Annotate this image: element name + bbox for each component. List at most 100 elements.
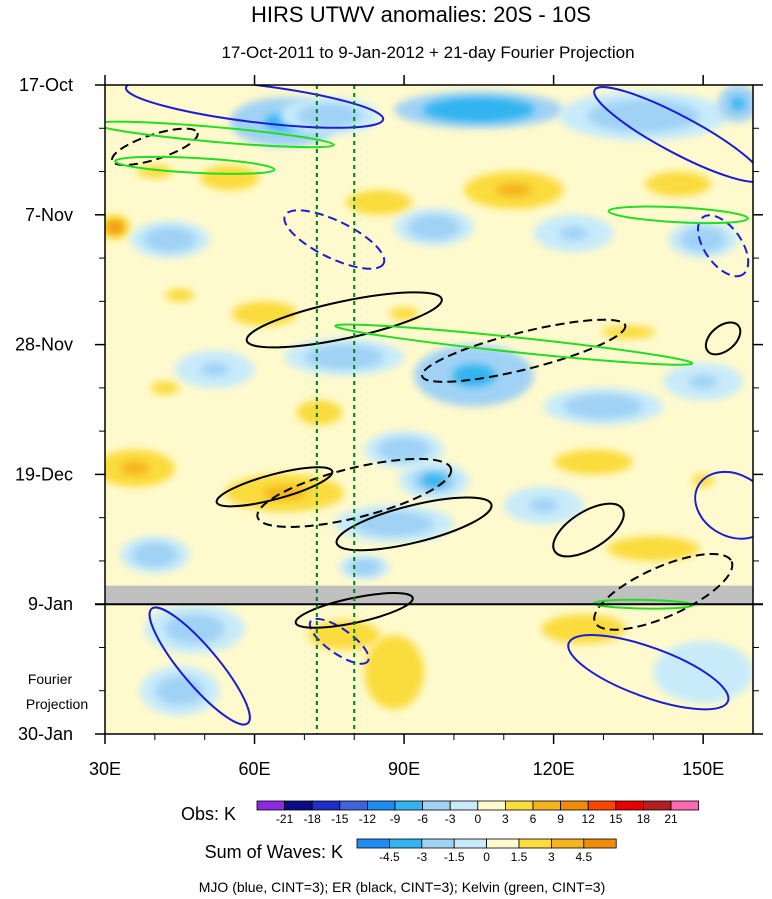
obs-anomaly-blob <box>120 461 150 475</box>
x-tick-label: 120E <box>533 759 575 779</box>
obs-anomaly-blob <box>372 517 416 531</box>
obs-anomaly-blob <box>571 455 616 469</box>
obs-anomaly-blob <box>612 107 674 125</box>
mjo-contour <box>148 606 251 726</box>
waves-colorbar-level-label: -3 <box>416 850 427 864</box>
obs-colorbar-level-label: 6 <box>530 812 537 826</box>
obs-anomaly-blob <box>200 362 230 376</box>
y-tick-label: 28-Nov <box>15 335 73 355</box>
obs-colorbar-level-label: -18 <box>304 812 322 826</box>
projection-blob <box>376 649 413 695</box>
obs-colorbar-level-label: 0 <box>474 812 481 826</box>
kelvin-contour <box>607 205 749 225</box>
x-tick-label: 90E <box>388 759 420 779</box>
obs-colorbar-level-label: -12 <box>359 812 377 826</box>
obs-colorbar-swatch <box>643 800 672 811</box>
obs-anomaly-blob <box>601 325 656 339</box>
obs-anomaly-blob <box>165 288 195 302</box>
obs-anomaly-blob <box>361 195 398 210</box>
obs-anomaly-blob <box>355 562 374 572</box>
obs-colorbar-swatch <box>477 800 506 811</box>
obs-anomaly-blob <box>452 364 496 387</box>
kelvin-contour <box>334 323 694 366</box>
obs-colorbar-swatch <box>311 800 341 811</box>
waves-colorbar-swatch <box>551 838 585 849</box>
x-tick-label: 150E <box>682 759 724 779</box>
waves-colorbar-swatch <box>421 838 455 849</box>
mjo-contour <box>567 634 730 711</box>
obs-anomaly-blob <box>150 381 180 395</box>
waves-colorbar-swatch <box>518 838 552 849</box>
obs-anomaly-blob <box>246 307 283 321</box>
obs-colorbar-swatch <box>256 800 286 811</box>
obs-colorbar-swatch <box>532 800 562 811</box>
er-contour <box>245 291 443 349</box>
er-contour <box>552 502 625 558</box>
mjo-contour <box>283 209 386 270</box>
obs-anomaly-blob <box>142 548 168 562</box>
kelvin-contour <box>105 120 335 149</box>
obs-colorbar-level-label: 15 <box>609 812 623 826</box>
obs-anomaly-blob <box>419 220 449 234</box>
er-contour <box>215 466 334 508</box>
obs-anomaly-blob <box>155 232 185 247</box>
obs-colorbar: -21 -18 -15 -12 -9 -6 -3 0 3 6 9 12 15 18 21 <box>256 800 700 826</box>
y-tick-label: 7-Nov <box>25 205 73 225</box>
obs-colorbar-swatch <box>422 800 451 811</box>
wave-contours <box>105 85 753 726</box>
obs-colorbar-level-label: -15 <box>331 812 349 826</box>
waves-colorbar-swatch <box>486 838 520 849</box>
obs-colorbar-label: Obs: K <box>181 804 236 824</box>
obs-anomaly-blob <box>581 399 625 414</box>
obs-anomaly-blob <box>421 473 447 488</box>
obs-colorbar-level-label: -9 <box>390 812 401 826</box>
x-tick-label: 30E <box>89 759 121 779</box>
waves-colorbar-level-label: 3 <box>548 850 555 864</box>
obs-colorbar-level-label: 3 <box>502 812 509 826</box>
obs-colorbar-level-label: -3 <box>445 812 456 826</box>
chart-title: HIRS UTWV anomalies: 20S - 10S <box>251 2 591 27</box>
plot-frame <box>104 84 754 735</box>
obs-colorbar-swatch <box>449 800 479 811</box>
y-tick-label: 9-Jan <box>28 594 73 614</box>
waves-colorbar-level-label: -1.5 <box>444 850 465 864</box>
er-contour <box>294 592 414 629</box>
obs-anomaly-blob <box>322 350 366 364</box>
waves-colorbar-label: Sum of Waves: K <box>205 842 343 862</box>
y-tick-label: 17-Oct <box>19 75 73 95</box>
obs-anomaly-blob <box>311 109 348 123</box>
y-tick-label: 19-Dec <box>15 464 73 484</box>
mjo-contour <box>696 214 750 278</box>
obs-anomaly-blob <box>389 443 419 457</box>
obs-anomaly-blob <box>690 232 716 247</box>
waves-colorbar-swatch <box>583 838 617 849</box>
obs-anomaly-blob <box>559 226 588 241</box>
projection-field <box>105 604 753 734</box>
obs-colorbar-swatch <box>284 800 313 811</box>
obs-anomaly-blob <box>660 177 697 191</box>
obs-colorbar-swatch <box>587 800 617 811</box>
projection-blob <box>155 675 204 706</box>
missing-data-band <box>105 585 753 605</box>
waves-colorbar-level-label: 0 <box>483 850 490 864</box>
er-contour <box>421 318 627 383</box>
obs-colorbar-swatch <box>339 800 368 811</box>
waves-colorbar-level-label: 4.5 <box>575 850 592 864</box>
projection-blob <box>164 614 225 644</box>
waves-colorbar-swatch <box>453 838 488 849</box>
projection-label-line2: Projection <box>26 696 88 712</box>
footnote: MJO (blue, CINT=3); ER (black, CINT=3); … <box>199 879 606 895</box>
obs-colorbar-level-label: 9 <box>557 812 564 826</box>
obs-anomaly-blob <box>389 307 419 321</box>
x-axis: 30E 60E 90E 120E 150E <box>89 75 724 779</box>
obs-colorbar-level-label: -6 <box>417 812 428 826</box>
obs-colorbar-swatch <box>366 800 396 811</box>
chart-subtitle: 17-Oct-2011 to 9-Jan-2012 + 21-day Fouri… <box>221 43 634 62</box>
mjo-contour <box>593 86 753 183</box>
obs-colorbar-level-label: 21 <box>664 812 678 826</box>
mjo-contour <box>308 617 370 665</box>
obs-colorbar-level-label: 18 <box>637 812 651 826</box>
waves-colorbar-level-label: -4.5 <box>379 850 400 864</box>
obs-anomaly-blob <box>495 183 532 197</box>
er-contour <box>256 457 453 528</box>
